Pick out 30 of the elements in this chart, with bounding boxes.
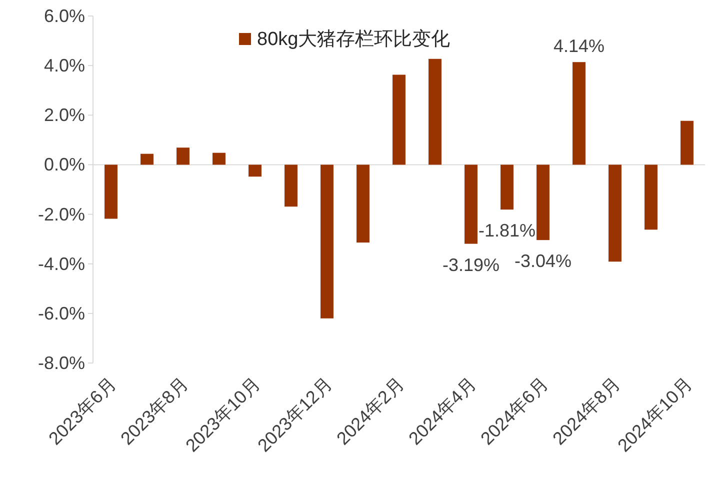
- bar: [392, 74, 406, 165]
- bar: [356, 164, 370, 243]
- bar: [284, 164, 298, 207]
- bar: [140, 154, 154, 165]
- data-label: -3.19%: [442, 254, 500, 275]
- bar: [320, 164, 334, 318]
- y-tick-label: -2.0%: [38, 204, 85, 224]
- bar: [536, 164, 550, 240]
- y-tick-label: -8.0%: [38, 353, 85, 373]
- data-label: -3.04%: [514, 251, 572, 272]
- bar: [176, 148, 190, 165]
- data-label: -1.81%: [478, 220, 536, 241]
- bar: [104, 164, 118, 219]
- y-tick-label: 6.0%: [44, 6, 85, 26]
- y-tick-label: 0.0%: [44, 154, 85, 175]
- bar: [644, 164, 658, 230]
- data-label: 4.14%: [553, 36, 605, 56]
- bar: [464, 164, 478, 244]
- y-tick-label: 2.0%: [44, 105, 85, 126]
- bar: [680, 120, 694, 165]
- bar: [248, 164, 262, 177]
- legend-label: 80kg大猪存栏环比变化: [257, 28, 450, 50]
- bar: [212, 152, 226, 165]
- y-tick-label: -4.0%: [38, 254, 85, 274]
- bar: [500, 164, 514, 210]
- bar: [572, 62, 586, 165]
- y-tick-label: 4.0%: [44, 56, 85, 76]
- bar: [608, 164, 622, 262]
- bar: [428, 58, 442, 165]
- y-tick-label: -6.0%: [38, 303, 85, 324]
